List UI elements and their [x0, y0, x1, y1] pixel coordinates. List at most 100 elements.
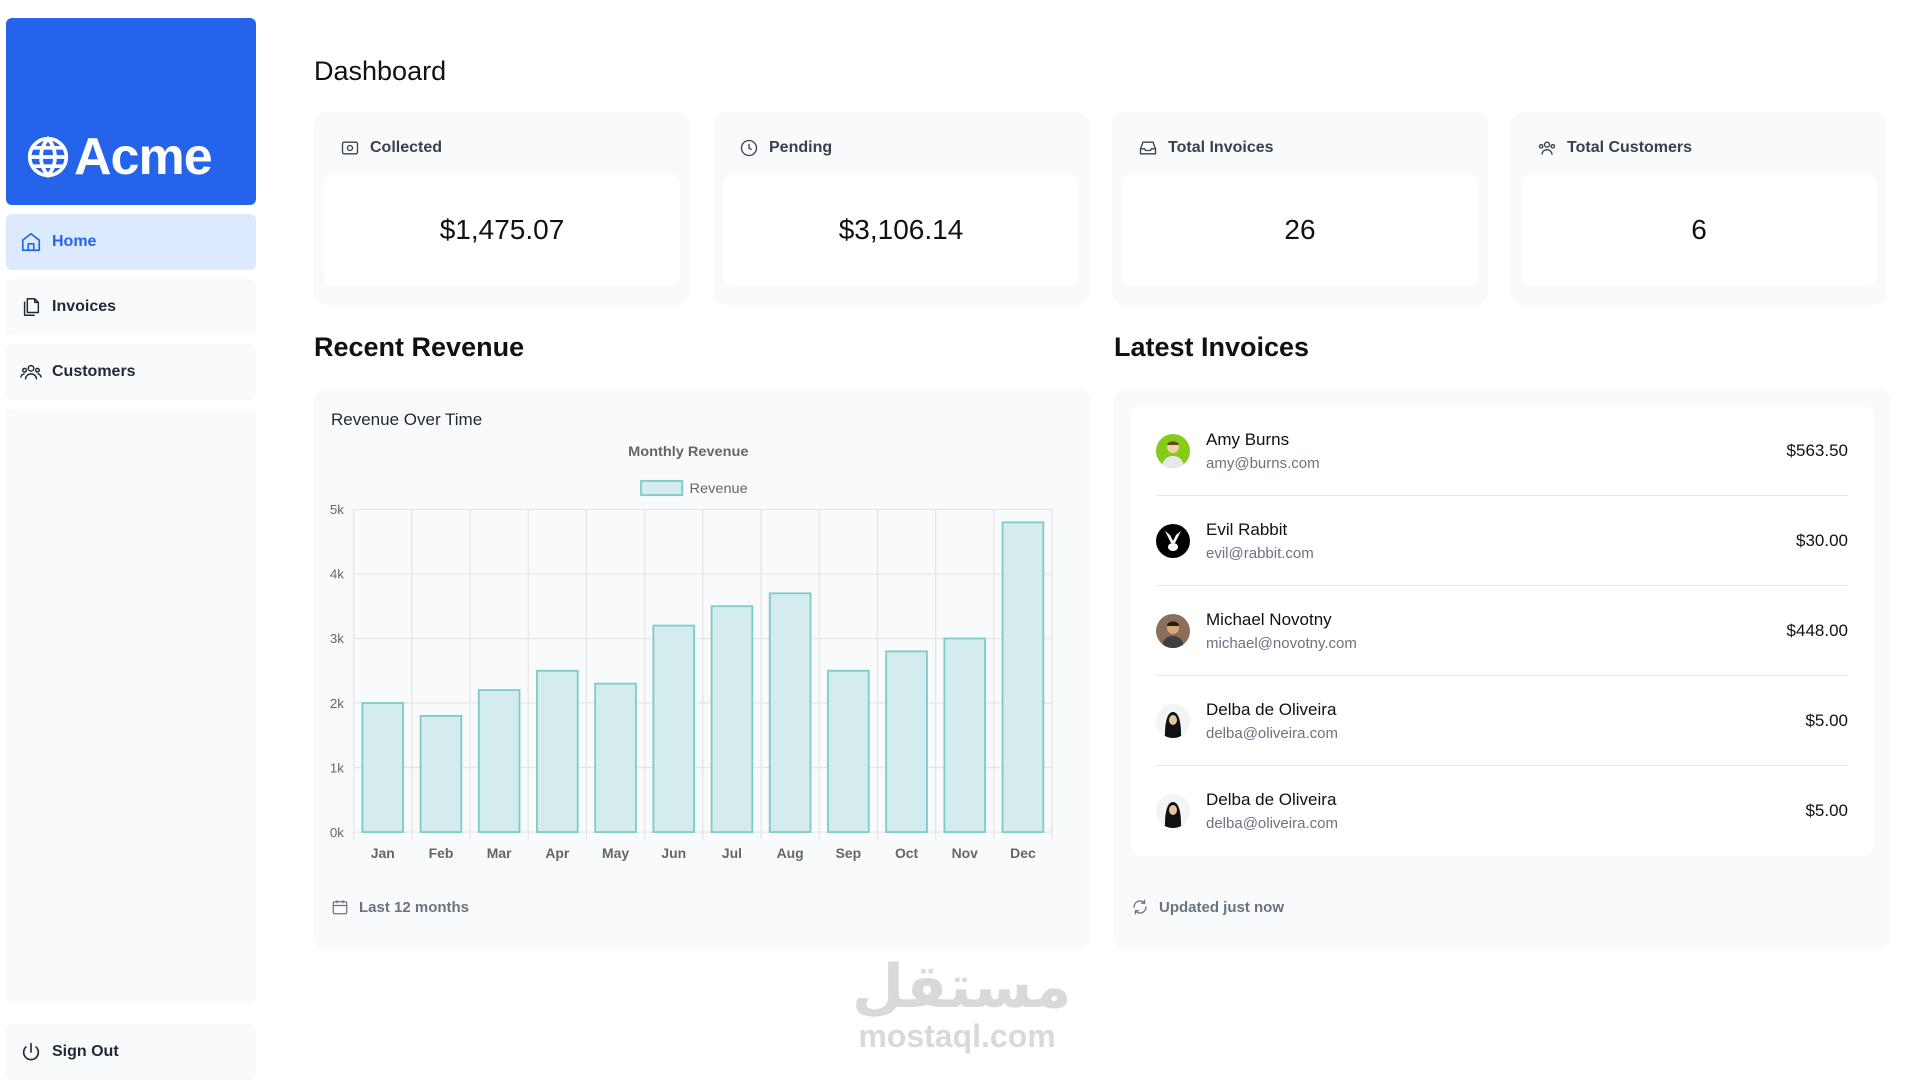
chart-title: Monthly Revenue — [628, 444, 748, 460]
sign-out-label: Sign Out — [52, 1043, 119, 1060]
chart-footer: Last 12 months — [331, 898, 469, 916]
avatar — [1156, 703, 1190, 738]
avatar — [1156, 794, 1190, 828]
bar-apr — [536, 669, 579, 833]
x-tick-label: Jul — [722, 845, 742, 861]
revenue-chart-panel: Revenue Over Time Monthly Revenue Revenue… — [314, 388, 1090, 949]
sidebar-item-label: Home — [52, 233, 97, 250]
customer-name: Evil Rabbit — [1206, 519, 1288, 539]
card-value: 6 — [1521, 174, 1877, 286]
customer-name: Delba de Oliveira — [1206, 699, 1337, 719]
x-tick-label: Oct — [895, 845, 919, 861]
bar-aug — [768, 592, 812, 833]
x-tick-label: Dec — [1010, 845, 1036, 861]
card-total-invoices: Total Invoices 26 — [1112, 112, 1488, 305]
sidebar-item-invoices[interactable]: Invoices — [6, 279, 256, 335]
x-tick-label: Aug — [777, 845, 804, 861]
invoice-amount: $5.00 — [1805, 801, 1848, 820]
recent-revenue-title: Recent Revenue — [314, 332, 525, 362]
x-tick-label: May — [602, 845, 629, 861]
y-tick-label: 3k — [330, 631, 344, 646]
avatar — [1156, 433, 1190, 468]
legend-label: Revenue — [690, 481, 748, 497]
card-label: Total Invoices — [1168, 139, 1274, 156]
invoice-row[interactable]: Delba de Oliveira delba@oliveira.com $5.… — [1156, 766, 1848, 856]
watermark: مستقل mostaql.com — [852, 952, 1072, 1054]
clock-icon — [739, 138, 759, 158]
bar-nov — [943, 637, 987, 833]
card-value: $3,106.14 — [723, 174, 1079, 286]
customer-name: Delba de Oliveira — [1206, 790, 1337, 809]
invoice-row[interactable]: Delba de Oliveira delba@oliveira.com $5.… — [1156, 676, 1848, 766]
card-label: Total Customers — [1567, 139, 1693, 156]
banknote-icon — [340, 138, 360, 158]
inbox-icon — [1138, 138, 1158, 158]
bar-oct — [885, 650, 928, 833]
revenue-chart: Monthly Revenue Revenue 0k 1k 2k 3k 4k 5k Jan Feb… — [330, 444, 1053, 861]
y-tick-label: 2k — [330, 696, 344, 711]
customer-email: michael@novotny.com — [1206, 634, 1357, 652]
invoice-row[interactable]: Evil Rabbit evil@rabbit.com $30.00 — [1156, 496, 1848, 586]
card-total-customers: Total Customers 6 — [1511, 112, 1887, 305]
x-tick-label: Nov — [952, 845, 979, 861]
legend-swatch — [640, 479, 684, 497]
globe-icon — [26, 135, 70, 179]
brand-logo[interactable]: Acme — [6, 18, 256, 205]
users-icon — [20, 361, 42, 383]
document-icon — [20, 296, 42, 318]
invoice-amount: $30.00 — [1796, 530, 1848, 550]
sidebar-item-customers[interactable]: Customers — [6, 344, 256, 400]
card-collected: Collected $1,475.07 — [314, 112, 690, 305]
x-tick-label: Feb — [429, 845, 454, 861]
home-icon — [20, 231, 42, 253]
latest-invoices-panel: Amy Burns amy@burns.com $563.50 Evil Rab… — [1114, 388, 1890, 949]
card-pending: Pending $3,106.14 — [713, 112, 1089, 305]
card-label: Collected — [370, 139, 443, 156]
customer-email: delba@oliveira.com — [1206, 815, 1338, 832]
customer-name: Michael Novotny — [1206, 609, 1332, 629]
customer-email: amy@burns.com — [1206, 454, 1320, 472]
x-tick-label: Mar — [487, 845, 512, 861]
sidebar-item-home[interactable]: Home — [6, 214, 256, 270]
invoice-row[interactable]: Michael Novotny michael@novotny.com $448… — [1156, 586, 1848, 676]
invoice-row[interactable]: Amy Burns amy@burns.com $563.50 — [1156, 406, 1848, 496]
x-tick-label: Sep — [836, 845, 862, 861]
x-tick-label: Jun — [661, 845, 686, 861]
summary-cards: Collected $1,475.07 Pending $3,106.14 — [314, 112, 1887, 305]
bar-feb — [419, 715, 463, 833]
sidebar: Acme Home Invoices — [6, 18, 256, 1080]
invoice-amount: $448.00 — [1786, 620, 1848, 640]
bar-jan — [361, 702, 405, 833]
chart-footer-text: Last 12 months — [359, 898, 470, 916]
invoice-amount: $563.50 — [1786, 440, 1848, 460]
customer-email: evil@rabbit.com — [1206, 544, 1314, 562]
x-tick-label: Apr — [545, 845, 570, 861]
bar-may — [594, 682, 637, 833]
brand-name: Acme — [74, 128, 213, 186]
chart-panel-title: Revenue Over Time — [331, 410, 483, 429]
sidebar-item-label: Invoices — [52, 298, 117, 315]
card-value: $1,475.07 — [324, 174, 680, 286]
sidebar-item-label: Customers — [52, 363, 136, 380]
power-icon — [20, 1041, 42, 1063]
latest-invoices-title: Latest Invoices — [1114, 332, 1310, 362]
refresh-icon[interactable] — [1131, 898, 1149, 916]
avatar — [1156, 523, 1190, 558]
bar-jul — [710, 605, 754, 833]
y-tick-label: 1k — [330, 760, 344, 775]
invoices-footer-text: Updated just now — [1159, 898, 1284, 916]
y-tick-label: 4k — [330, 567, 344, 582]
invoice-list: Amy Burns amy@burns.com $563.50 Evil Rab… — [1131, 406, 1873, 856]
watermark-latin: mostaql.com — [858, 1018, 1056, 1054]
watermark-arabic: مستقل — [852, 952, 1072, 1022]
invoice-amount: $5.00 — [1805, 710, 1848, 730]
sign-out-button[interactable]: Sign Out — [6, 1024, 256, 1080]
bar-mar — [477, 689, 521, 833]
bar-sep — [827, 669, 870, 833]
card-label: Pending — [769, 139, 833, 156]
y-tick-label: 5k — [330, 502, 344, 517]
bar-jun — [652, 624, 696, 833]
calendar-icon — [331, 898, 349, 916]
x-tick-label: Jan — [371, 845, 395, 861]
